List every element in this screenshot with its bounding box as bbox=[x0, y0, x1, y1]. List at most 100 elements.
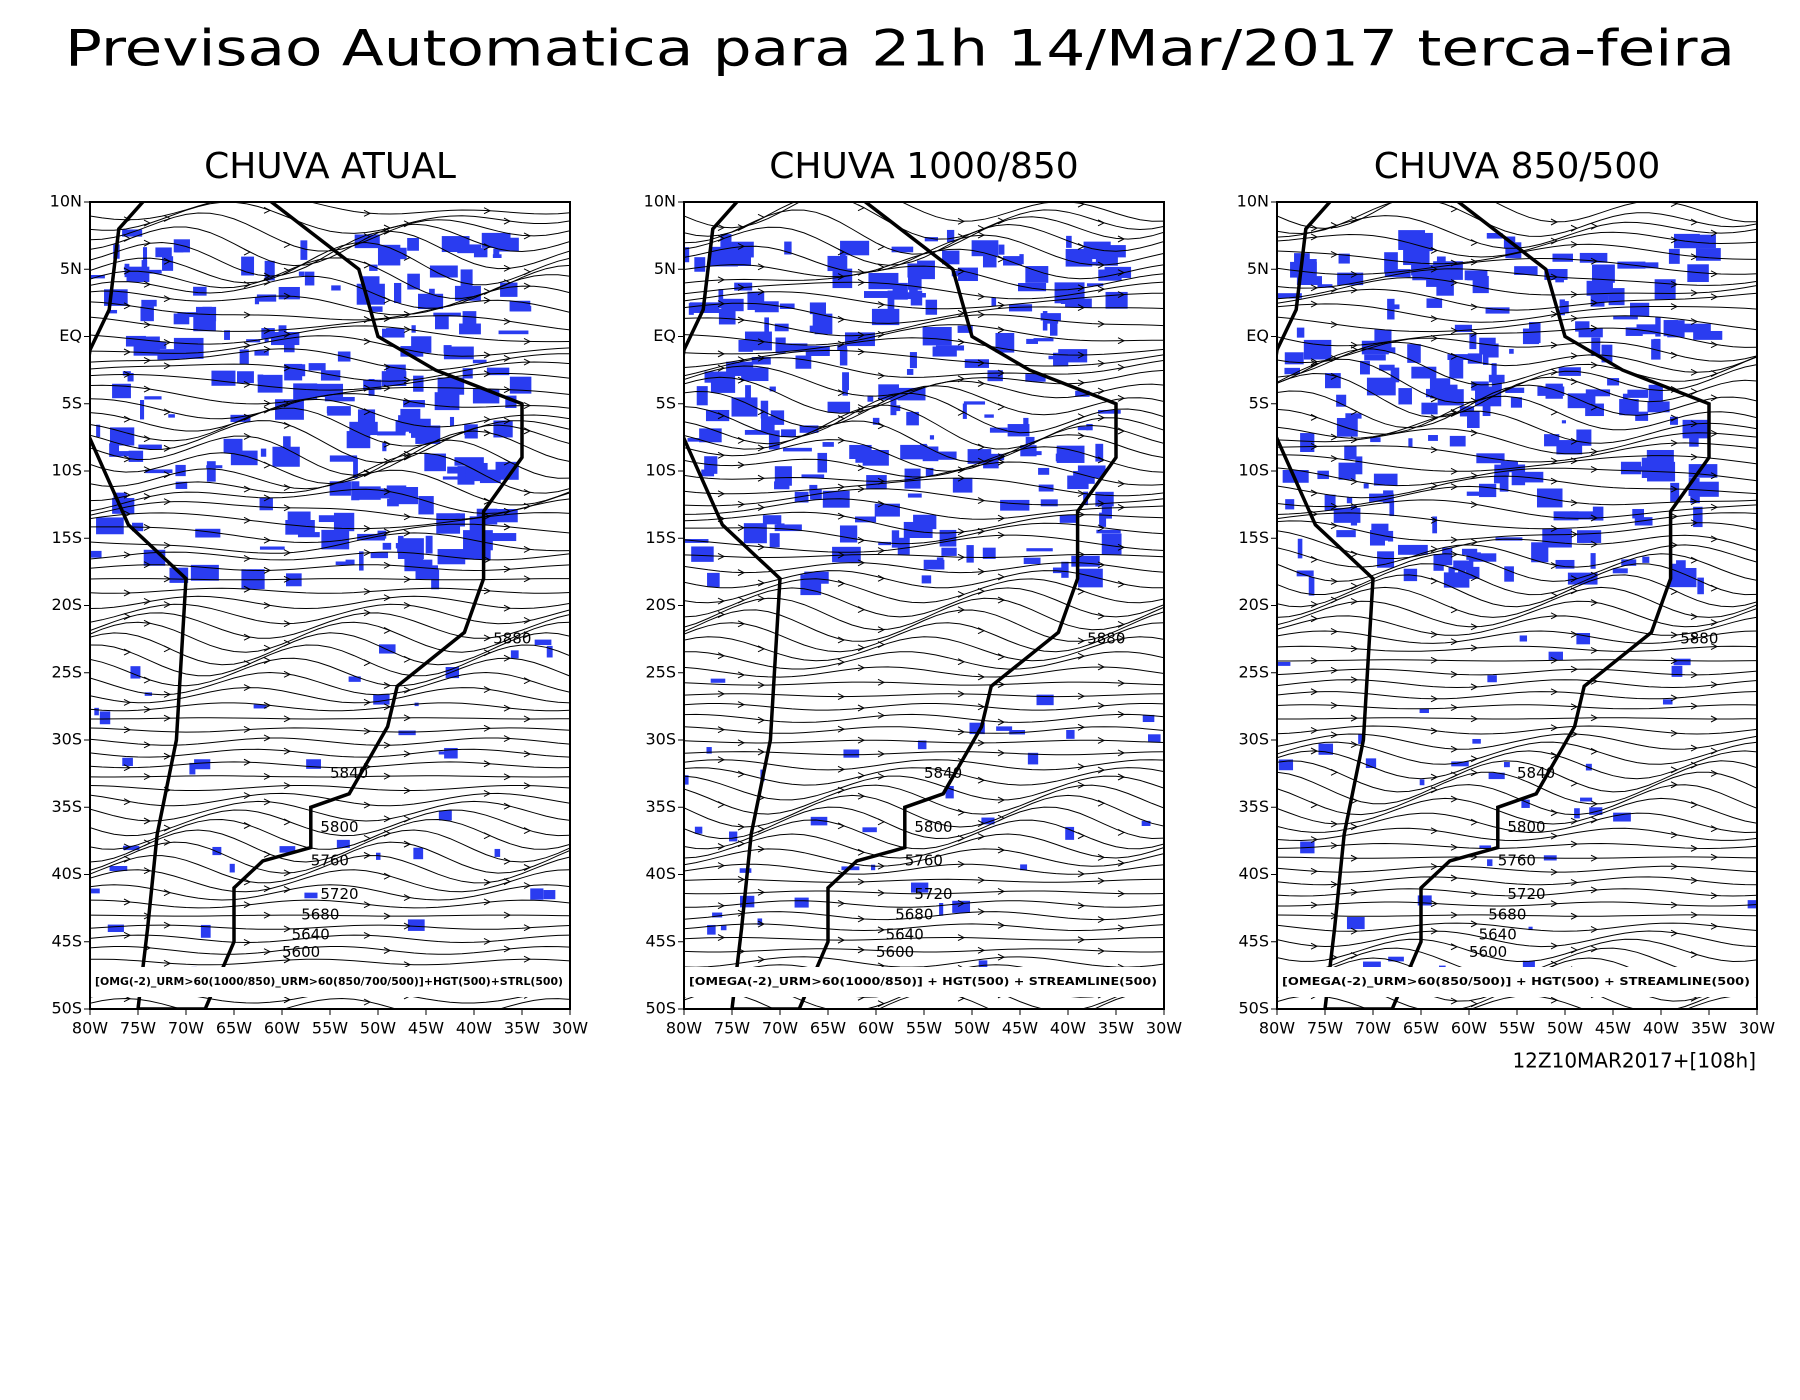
rain-area bbox=[112, 383, 131, 399]
rain-area bbox=[1472, 738, 1481, 744]
stream-arrow bbox=[1450, 795, 1459, 803]
stream-arrow bbox=[1710, 341, 1719, 349]
contour-label: 5800 bbox=[914, 818, 952, 836]
rain-area bbox=[946, 229, 955, 243]
stream-arrow bbox=[483, 878, 492, 886]
streamline bbox=[684, 562, 1164, 574]
stream-arrow bbox=[483, 429, 492, 437]
rain-area bbox=[739, 868, 752, 873]
stream-arrow bbox=[1570, 291, 1579, 298]
rain-area bbox=[335, 561, 348, 565]
stream-arrow bbox=[1330, 880, 1339, 888]
rain-area bbox=[906, 369, 914, 375]
lon-label: 45W bbox=[1002, 1019, 1038, 1038]
stream-arrow bbox=[503, 604, 512, 612]
stream-arrow bbox=[1710, 619, 1719, 626]
stream-arrow bbox=[977, 946, 986, 954]
rain-area bbox=[1695, 481, 1719, 497]
lon-label: 65W bbox=[810, 1019, 846, 1038]
streamline bbox=[90, 934, 570, 944]
stream-arrow bbox=[243, 485, 252, 493]
stream-arrow bbox=[503, 279, 512, 287]
streamline bbox=[1277, 553, 1757, 582]
stream-arrow bbox=[1690, 951, 1699, 959]
rain-area bbox=[1474, 274, 1480, 291]
stream-arrow bbox=[737, 500, 746, 508]
rain-area bbox=[333, 512, 355, 532]
rain-area bbox=[1612, 568, 1628, 574]
rain-area bbox=[264, 260, 275, 281]
stream-arrow bbox=[1350, 676, 1359, 684]
rain-area bbox=[738, 339, 753, 352]
stream-arrow bbox=[483, 832, 492, 840]
stream-arrow bbox=[403, 655, 412, 663]
lat-label: 30S bbox=[51, 730, 82, 749]
stream-arrow bbox=[1590, 257, 1599, 265]
lon-label: 35W bbox=[1691, 1019, 1727, 1038]
rain-area bbox=[769, 386, 776, 392]
rain-area bbox=[1464, 270, 1488, 281]
lat-label: 40S bbox=[1238, 864, 1269, 883]
rain-area bbox=[411, 336, 432, 353]
rain-area bbox=[329, 455, 358, 462]
stream-arrow bbox=[1330, 455, 1339, 463]
stream-arrow bbox=[143, 493, 152, 500]
stream-arrow bbox=[1550, 942, 1559, 950]
stream-arrow bbox=[1570, 587, 1579, 595]
stream-arrow bbox=[877, 712, 886, 719]
rain-area bbox=[224, 330, 230, 340]
stream-arrow bbox=[1310, 601, 1319, 608]
rain-area bbox=[1662, 699, 1673, 705]
rain-area bbox=[1514, 266, 1538, 275]
stream-arrow bbox=[1330, 522, 1339, 530]
stream-arrow bbox=[997, 217, 1006, 225]
stream-arrow bbox=[483, 634, 492, 642]
rain-area bbox=[223, 438, 243, 454]
stream-arrow bbox=[1550, 218, 1559, 226]
lon-label: 45W bbox=[408, 1019, 444, 1038]
rain-area bbox=[141, 260, 148, 273]
stream-arrow bbox=[1590, 324, 1599, 332]
rain-area bbox=[481, 232, 511, 248]
stream-arrow bbox=[1330, 768, 1339, 776]
stream-arrow bbox=[1097, 766, 1106, 774]
rain-area bbox=[1318, 743, 1334, 755]
streamline bbox=[1277, 842, 1757, 850]
stream-arrow bbox=[1690, 844, 1699, 852]
rain-area bbox=[1592, 506, 1604, 521]
rain-area bbox=[1411, 366, 1437, 379]
stream-arrow bbox=[503, 565, 512, 573]
streamline bbox=[684, 751, 1164, 756]
stream-arrow bbox=[737, 242, 746, 250]
stream-arrow bbox=[523, 617, 532, 624]
streamline bbox=[1277, 930, 1757, 948]
rain-area bbox=[534, 639, 552, 646]
stream-arrow bbox=[1590, 599, 1599, 607]
stream-arrow bbox=[403, 894, 412, 902]
stream-arrow bbox=[1117, 828, 1126, 836]
stream-arrow bbox=[263, 601, 272, 609]
stream-arrow bbox=[1450, 550, 1459, 558]
rain-area bbox=[1634, 517, 1653, 526]
stream-arrow bbox=[243, 758, 252, 766]
rain-area bbox=[779, 303, 795, 309]
rain-area bbox=[784, 241, 792, 255]
stream-arrow bbox=[877, 818, 886, 826]
stream-arrow bbox=[1690, 420, 1699, 428]
stream-arrow bbox=[1430, 695, 1439, 703]
streamline bbox=[90, 945, 570, 955]
lat-label: 10N bbox=[644, 192, 676, 211]
rain-area bbox=[1101, 504, 1112, 519]
lon-label: 30W bbox=[552, 1019, 588, 1038]
streamline bbox=[90, 958, 570, 966]
stream-arrow bbox=[757, 474, 766, 482]
stream-arrow bbox=[1117, 621, 1126, 628]
rain-area bbox=[123, 845, 140, 851]
rain-area bbox=[710, 678, 726, 683]
lon-label: 75W bbox=[1307, 1019, 1343, 1038]
stream-arrow bbox=[1710, 715, 1719, 723]
rain-area bbox=[866, 475, 887, 490]
rain-area bbox=[1077, 465, 1106, 476]
stream-arrow bbox=[523, 282, 532, 290]
stream-arrow bbox=[737, 569, 746, 577]
